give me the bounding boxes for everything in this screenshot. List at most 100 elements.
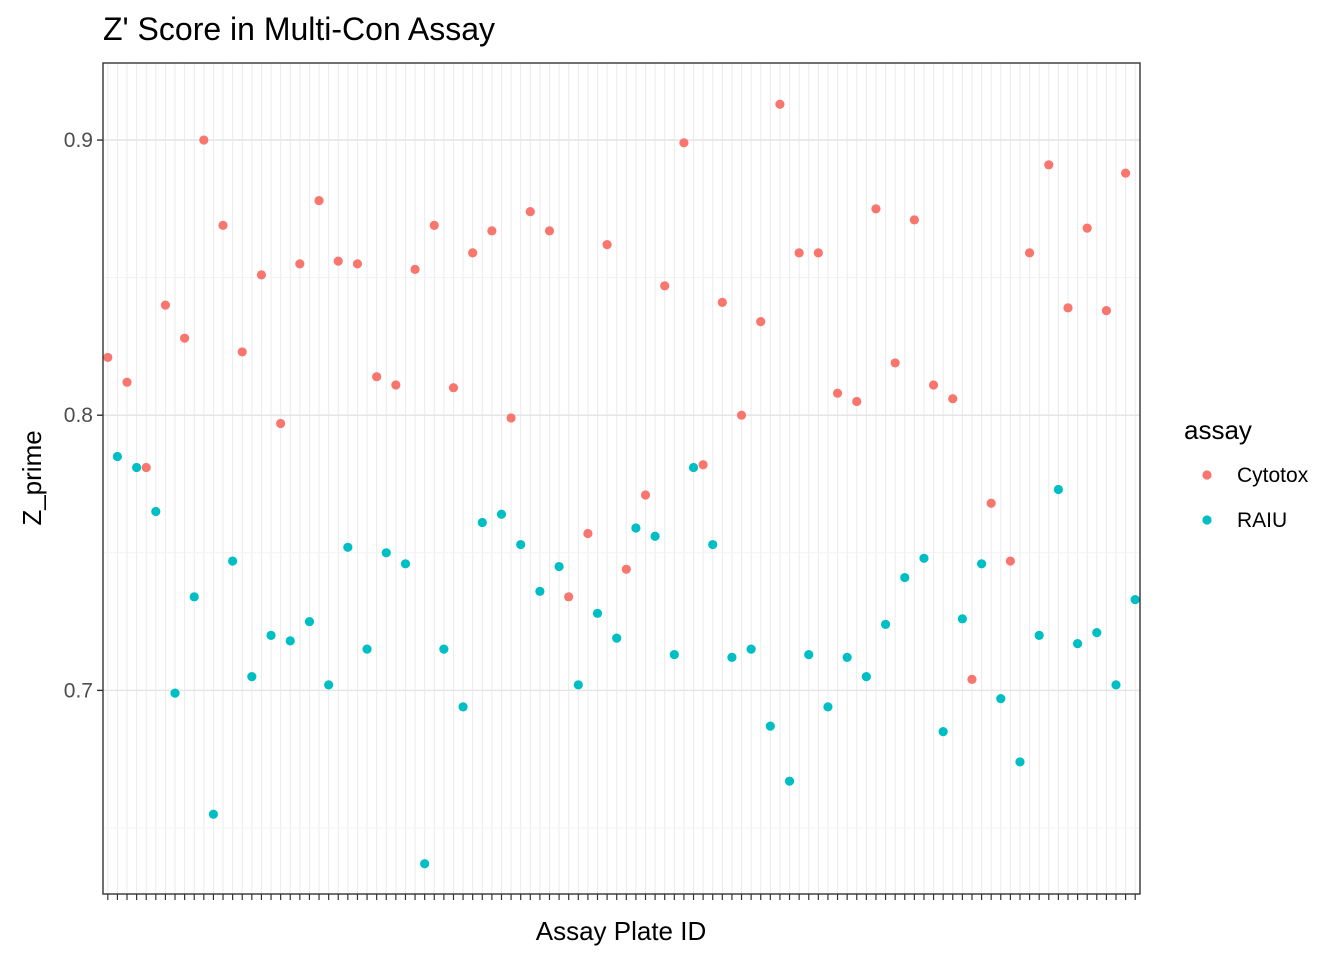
data-point-raiu bbox=[727, 652, 737, 662]
data-point-raiu bbox=[381, 548, 391, 558]
data-point-cytotox bbox=[256, 270, 267, 280]
data-point-cytotox bbox=[391, 380, 401, 390]
data-point-raiu bbox=[631, 523, 641, 533]
data-point-raiu bbox=[1053, 484, 1063, 495]
data-point-raiu bbox=[535, 586, 545, 596]
data-point-cytotox bbox=[967, 674, 977, 684]
data-point-raiu bbox=[324, 680, 334, 690]
panel-border bbox=[102, 62, 1141, 895]
data-point-raiu bbox=[458, 702, 468, 712]
data-point-cytotox bbox=[506, 413, 516, 423]
data-point-raiu bbox=[112, 451, 123, 462]
data-point-cytotox bbox=[122, 377, 132, 387]
data-point-raiu bbox=[612, 633, 622, 643]
y-axis-title: Z_prime bbox=[17, 430, 47, 525]
data-point-cytotox bbox=[775, 99, 785, 109]
data-point-raiu bbox=[151, 506, 161, 517]
data-point-cytotox bbox=[468, 248, 478, 258]
legend-title: assay bbox=[1184, 415, 1252, 445]
data-point-raiu bbox=[496, 509, 507, 519]
data-point-raiu bbox=[304, 616, 315, 627]
data-point-raiu bbox=[189, 592, 199, 602]
data-point-cytotox bbox=[583, 528, 593, 539]
data-point-cytotox bbox=[141, 462, 151, 473]
data-point-cytotox bbox=[180, 333, 190, 343]
data-point-cytotox bbox=[372, 372, 382, 382]
data-point-cytotox bbox=[544, 226, 555, 236]
data-point-raiu bbox=[861, 672, 871, 682]
data-point-raiu bbox=[1034, 630, 1044, 640]
data-point-cytotox bbox=[832, 388, 843, 398]
data-point-cytotox bbox=[1024, 248, 1035, 258]
data-point-raiu bbox=[362, 644, 372, 654]
data-point-raiu bbox=[477, 517, 487, 528]
data-point-raiu bbox=[765, 721, 775, 731]
data-point-raiu bbox=[1092, 627, 1102, 638]
data-point-raiu bbox=[247, 672, 257, 682]
data-point-raiu bbox=[650, 531, 660, 541]
data-point-raiu bbox=[842, 652, 852, 662]
data-point-raiu bbox=[669, 650, 679, 660]
data-point-cytotox bbox=[736, 410, 747, 420]
data-point-cytotox bbox=[276, 418, 286, 429]
data-point-cytotox bbox=[429, 220, 439, 230]
data-point-cytotox bbox=[698, 460, 708, 470]
y-tick-label: 0.8 bbox=[64, 404, 93, 427]
chart-title: Z' Score in Multi-Con Assay bbox=[103, 11, 495, 47]
data-point-cytotox bbox=[564, 592, 574, 602]
data-point-raiu bbox=[516, 539, 526, 550]
data-point-raiu bbox=[1015, 757, 1025, 767]
data-point-cytotox bbox=[1005, 556, 1015, 566]
data-point-cytotox bbox=[160, 300, 171, 310]
data-point-raiu bbox=[957, 614, 967, 624]
data-point-cytotox bbox=[660, 281, 670, 291]
data-point-cytotox bbox=[640, 490, 651, 500]
data-point-raiu bbox=[228, 556, 238, 566]
data-point-raiu bbox=[976, 559, 987, 569]
data-point-cytotox bbox=[794, 248, 804, 258]
data-point-cytotox bbox=[314, 195, 324, 206]
y-tick-label: 0.7 bbox=[64, 679, 93, 702]
data-point-raiu bbox=[804, 650, 814, 660]
legend: assay Cytotox RAIU bbox=[1184, 415, 1309, 532]
data-point-raiu bbox=[573, 680, 583, 690]
data-point-cytotox bbox=[199, 135, 209, 145]
axis-ticks: 0.7 0.8 0.9 bbox=[64, 129, 1136, 900]
data-point-cytotox bbox=[1063, 303, 1073, 313]
data-point-cytotox bbox=[602, 240, 612, 250]
data-point-raiu bbox=[285, 636, 295, 646]
data-point-cytotox bbox=[333, 256, 343, 266]
legend-label-raiu: RAIU bbox=[1237, 509, 1287, 532]
data-points bbox=[103, 99, 1140, 869]
legend-label-cytotox: Cytotox bbox=[1237, 464, 1309, 487]
grid-lines bbox=[103, 63, 1140, 894]
data-point-cytotox bbox=[237, 347, 247, 357]
data-point-cytotox bbox=[1082, 223, 1092, 233]
data-point-cytotox bbox=[103, 352, 113, 363]
series-raiu bbox=[112, 451, 1140, 869]
data-point-raiu bbox=[208, 809, 219, 819]
data-point-raiu bbox=[938, 727, 948, 737]
data-point-cytotox bbox=[928, 380, 939, 390]
plot-panel bbox=[103, 63, 1140, 894]
legend-key-cytotox bbox=[1202, 470, 1212, 480]
data-point-cytotox bbox=[909, 215, 919, 225]
data-point-raiu bbox=[880, 619, 891, 629]
data-point-cytotox bbox=[621, 564, 631, 574]
data-point-cytotox bbox=[813, 248, 823, 258]
data-point-cytotox bbox=[852, 396, 862, 407]
data-point-raiu bbox=[343, 542, 353, 552]
data-point-raiu bbox=[919, 553, 929, 563]
data-point-cytotox bbox=[1044, 160, 1054, 170]
data-point-cytotox bbox=[948, 394, 958, 404]
legend-key-raiu bbox=[1202, 515, 1212, 525]
data-point-raiu bbox=[420, 859, 430, 869]
data-point-cytotox bbox=[448, 383, 459, 393]
data-point-cytotox bbox=[410, 264, 420, 274]
data-point-raiu bbox=[400, 559, 411, 569]
data-point-raiu bbox=[266, 630, 276, 640]
data-point-raiu bbox=[784, 776, 795, 786]
data-point-raiu bbox=[1111, 680, 1121, 690]
series-cytotox bbox=[103, 99, 1131, 684]
